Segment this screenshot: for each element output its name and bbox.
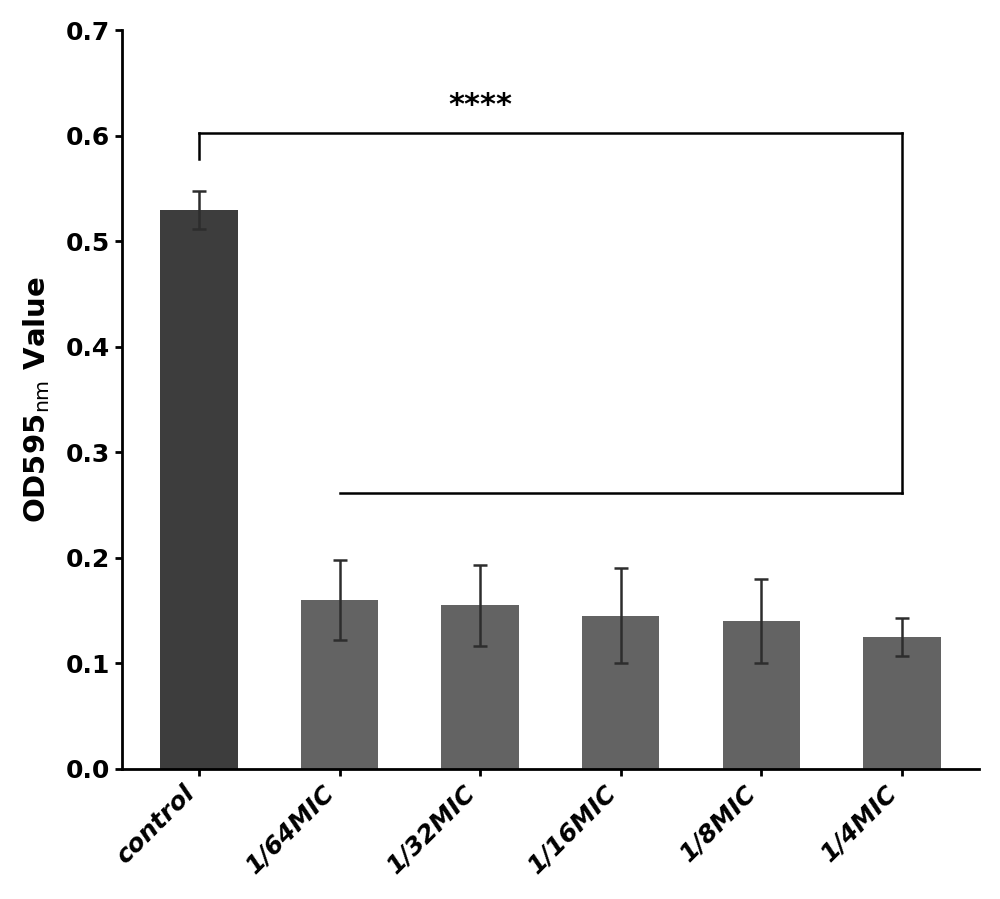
Bar (441, 605, 519, 769)
Bar (863, 637, 941, 769)
Bar (160, 209, 238, 769)
Bar (582, 616, 659, 769)
Bar (723, 621, 800, 769)
Text: ****: **** (448, 91, 512, 120)
Bar (301, 601, 378, 769)
Y-axis label: OD595$_{\rm nm}$ Value: OD595$_{\rm nm}$ Value (21, 276, 52, 523)
